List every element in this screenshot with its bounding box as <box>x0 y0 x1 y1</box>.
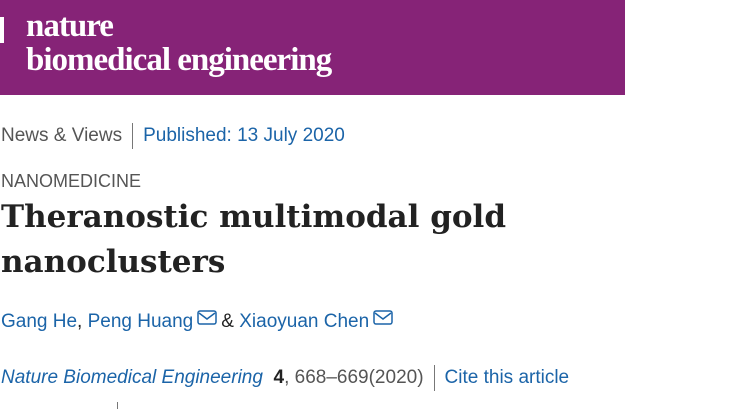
separator: & <box>221 311 234 332</box>
banner-mark <box>0 17 4 43</box>
mail-icon[interactable] <box>373 310 393 325</box>
separator <box>433 365 435 391</box>
subject[interactable]: NANOMEDICINE <box>1 171 142 191</box>
separator: , <box>77 311 83 332</box>
author[interactable]: Xiaoyuan Chen <box>239 311 370 332</box>
author[interactable]: Gang He <box>1 311 78 332</box>
article-meta: News & Views Published: 13 July 2020 <box>1 123 345 149</box>
journal-name[interactable]: Nature Biomedical Engineering <box>1 367 263 389</box>
divider <box>117 402 118 409</box>
citation: Nature Biomedical Engineering 4, 668–669… <box>1 365 569 391</box>
journal-banner[interactable]: nature biomedical engineering <box>0 0 625 95</box>
volume: 4 <box>273 367 285 389</box>
article-type: News & Views <box>1 125 123 147</box>
separator <box>132 123 134 149</box>
published-date: Published: 13 July 2020 <box>143 125 345 147</box>
pages: , 668–669 <box>284 367 369 389</box>
brand-line: biomedical engineering <box>26 42 332 78</box>
article-title: Theranostic multimodal gold nanoclusters <box>1 199 507 280</box>
cite-link[interactable]: Cite this article <box>444 367 570 389</box>
mail-icon[interactable] <box>197 310 218 325</box>
author[interactable]: Peng Huang <box>87 311 194 332</box>
year: (2020) <box>368 367 424 389</box>
author-list: Gang He, Peng Huang & Xiaoyuan Chen <box>1 310 397 334</box>
brand-line: nature <box>26 8 114 44</box>
